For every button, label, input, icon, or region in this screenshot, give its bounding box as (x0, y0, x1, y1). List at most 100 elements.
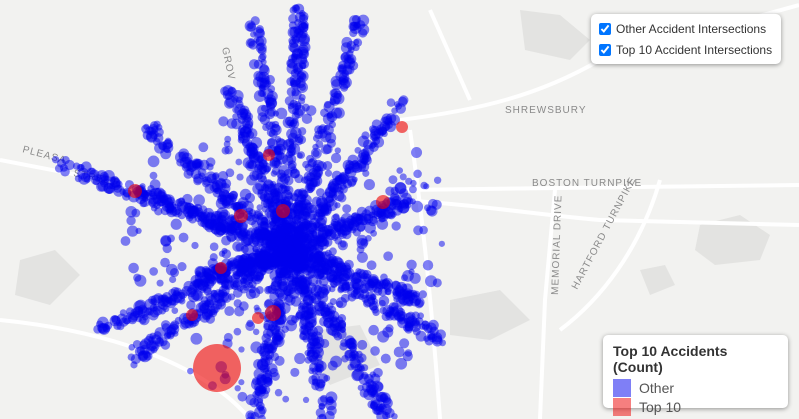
point (273, 215, 286, 228)
point (281, 325, 289, 333)
point (312, 159, 325, 172)
point (400, 283, 408, 291)
point (193, 344, 241, 392)
point (331, 213, 340, 223)
point (298, 278, 311, 291)
point (287, 103, 299, 115)
layer-label: Other Accident Intersections (616, 21, 767, 36)
point (287, 162, 296, 171)
point (179, 201, 192, 214)
point (338, 75, 349, 86)
point (182, 193, 193, 205)
point (242, 265, 249, 273)
point (169, 322, 179, 331)
point (305, 263, 314, 272)
point (271, 217, 278, 225)
layer-label: Top 10 Accident Intersections (616, 42, 773, 57)
point (234, 385, 241, 392)
point (299, 300, 310, 310)
point (156, 190, 166, 201)
point (238, 346, 245, 353)
point (413, 169, 422, 179)
point (242, 243, 255, 256)
point (190, 289, 202, 301)
point (356, 206, 367, 217)
point (283, 168, 293, 179)
point (265, 350, 275, 360)
point (300, 22, 309, 30)
point (233, 299, 242, 308)
point (297, 231, 304, 238)
point (162, 292, 172, 302)
point (290, 367, 300, 377)
checkbox[interactable] (599, 22, 611, 35)
point (247, 282, 254, 289)
point (244, 20, 256, 32)
point (132, 306, 144, 318)
point (86, 167, 97, 178)
point (391, 302, 399, 310)
point (297, 135, 307, 145)
point (404, 321, 412, 329)
point (264, 286, 273, 295)
point (288, 121, 296, 129)
point (266, 209, 277, 220)
point (400, 290, 411, 300)
point (286, 154, 297, 164)
point (149, 171, 158, 180)
point (370, 346, 380, 356)
point (258, 414, 266, 419)
point (126, 225, 139, 237)
point (171, 307, 179, 314)
point (294, 352, 306, 365)
point (334, 202, 341, 209)
point (327, 324, 340, 337)
point (147, 155, 160, 168)
point (166, 202, 175, 211)
point (216, 297, 226, 307)
point (357, 339, 368, 350)
point (232, 106, 240, 114)
layer-toggle[interactable]: Top 10 Accident Intersections (599, 39, 775, 60)
point (253, 359, 264, 370)
legend-title: Top 10 Accidents (Count) (613, 343, 728, 375)
point (178, 232, 189, 243)
point (322, 161, 333, 171)
point (334, 147, 341, 154)
point (391, 221, 401, 231)
point (237, 391, 248, 402)
point (299, 194, 307, 203)
point (78, 172, 91, 185)
point (291, 88, 300, 97)
point (221, 249, 232, 259)
point (396, 121, 408, 133)
point (356, 223, 366, 232)
point (128, 184, 142, 198)
point (119, 188, 126, 195)
point (305, 105, 317, 116)
checkbox[interactable] (599, 43, 611, 56)
point (186, 309, 198, 321)
point (238, 379, 245, 386)
point (340, 83, 349, 92)
point (304, 349, 311, 357)
point (142, 130, 153, 140)
point (379, 306, 387, 315)
layer-toggle[interactable]: Other Accident Intersections (599, 18, 775, 39)
point (363, 179, 375, 191)
point (348, 160, 361, 173)
point (270, 170, 278, 177)
point (195, 302, 207, 313)
point (316, 188, 325, 197)
point (125, 205, 137, 218)
point (224, 135, 232, 143)
point (313, 325, 324, 336)
point (273, 335, 285, 348)
point (310, 356, 319, 365)
point (324, 410, 335, 419)
point (236, 173, 244, 181)
point (331, 194, 338, 201)
point (341, 69, 349, 78)
point (203, 267, 212, 276)
point (393, 346, 405, 358)
